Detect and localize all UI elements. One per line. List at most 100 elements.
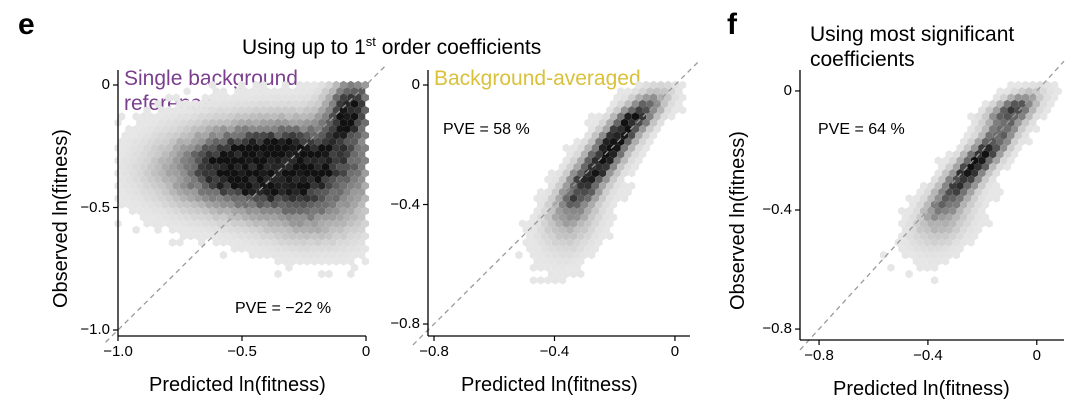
hex-bin: [230, 118, 238, 127]
hex-bin: [967, 112, 975, 121]
hex-bin: [281, 181, 289, 190]
hex-bin: [285, 200, 293, 209]
y-tick-label: −0.8: [762, 320, 792, 338]
hex-bin: [201, 169, 209, 178]
hex-bin: [343, 162, 351, 172]
hex-bin: [963, 194, 971, 203]
hex-bin: [259, 156, 268, 165]
hex-bin: [1014, 93, 1022, 102]
hex-bin: [289, 219, 297, 228]
hex-bin: [238, 118, 246, 127]
hex-bin: [183, 200, 191, 209]
hex-bin: [198, 213, 206, 222]
hex-bin: [599, 143, 607, 153]
hex-bin: [599, 194, 607, 203]
hex-bin: [208, 131, 217, 140]
hex-bin: [361, 219, 369, 228]
hex-bin: [339, 181, 348, 190]
hex-bin: [927, 219, 935, 228]
hex-bin: [158, 219, 166, 228]
hex-bin: [978, 143, 986, 153]
hex-bin: [544, 200, 552, 209]
hex-bin: [201, 143, 209, 153]
hex-bin: [628, 106, 636, 115]
hex-bin: [139, 187, 148, 197]
hex-bin: [347, 93, 355, 102]
hex-bin: [635, 93, 643, 102]
hex-bin: [544, 175, 552, 184]
hex-bin: [154, 213, 162, 222]
hex-bin: [208, 118, 217, 127]
hex-bin: [934, 181, 942, 190]
hex-bin: [580, 250, 588, 260]
hex-bin: [125, 162, 133, 172]
hex-bin: [1007, 80, 1015, 90]
hex-bin: [595, 175, 603, 184]
hex-bin: [139, 150, 148, 159]
hex-bin: [591, 143, 599, 153]
hex-bin: [216, 206, 224, 216]
hex-bin: [325, 257, 333, 266]
hex-bin: [299, 162, 308, 172]
hex-bin: [555, 232, 563, 241]
hex-bin: [219, 175, 228, 184]
hex-bin: [573, 263, 581, 272]
hex-bin: [609, 137, 618, 146]
hex-bin: [938, 175, 946, 184]
hex-bin: [989, 187, 997, 197]
hex-bin: [267, 232, 275, 241]
hex-bin: [256, 225, 264, 235]
hex-bin: [179, 143, 188, 153]
hex-bin: [526, 232, 534, 241]
hex-bin: [143, 118, 151, 127]
hex-bin: [154, 200, 162, 209]
hex-bin: [285, 87, 293, 96]
hex-bin: [978, 156, 986, 165]
hex-bin: [256, 238, 264, 247]
hex-bin: [259, 169, 268, 178]
hex-bin: [125, 124, 133, 134]
hex-bin: [912, 257, 920, 266]
hex-bin: [128, 206, 137, 216]
hex-bin: [274, 106, 282, 115]
hex-bin: [646, 99, 654, 109]
hex-bin: [223, 194, 231, 203]
hex-bin: [201, 181, 209, 190]
hex-bin: [347, 156, 355, 165]
hex-bin: [930, 187, 939, 197]
hex-bin: [292, 112, 300, 121]
hex-bin: [660, 87, 669, 96]
hex-bin: [927, 181, 935, 190]
hex-bin: [205, 200, 213, 209]
hex-bin: [296, 131, 304, 140]
hex-bin: [248, 213, 257, 222]
hex-bin: [281, 206, 289, 216]
hex-bin: [952, 213, 960, 222]
hex-bin: [548, 232, 556, 241]
hex-bin: [194, 169, 202, 178]
hex-bin: [923, 200, 931, 209]
hex-bin: [591, 156, 599, 165]
hex-bin: [624, 112, 632, 121]
hex-bin: [179, 181, 188, 190]
hex-bin: [1025, 124, 1033, 134]
hex-bin: [321, 112, 329, 121]
hex-bin: [920, 257, 928, 266]
hex-bin: [580, 238, 588, 247]
hex-bin: [147, 137, 155, 146]
hex-bin: [952, 225, 960, 235]
hex-bin: [945, 162, 953, 172]
hex-bin: [190, 162, 198, 172]
hex-bin: [540, 257, 548, 266]
hex-bin: [314, 200, 322, 209]
hex-bin: [128, 169, 137, 178]
hex-bin: [1018, 87, 1026, 96]
hex-bin: [584, 206, 592, 216]
hex-bin: [150, 156, 158, 165]
hex-bin: [909, 238, 917, 247]
hex-bin: [967, 213, 975, 222]
hex-bin: [176, 112, 184, 121]
hex-bin: [639, 87, 647, 96]
hex-bin: [161, 137, 169, 146]
hex-bin: [569, 194, 578, 203]
